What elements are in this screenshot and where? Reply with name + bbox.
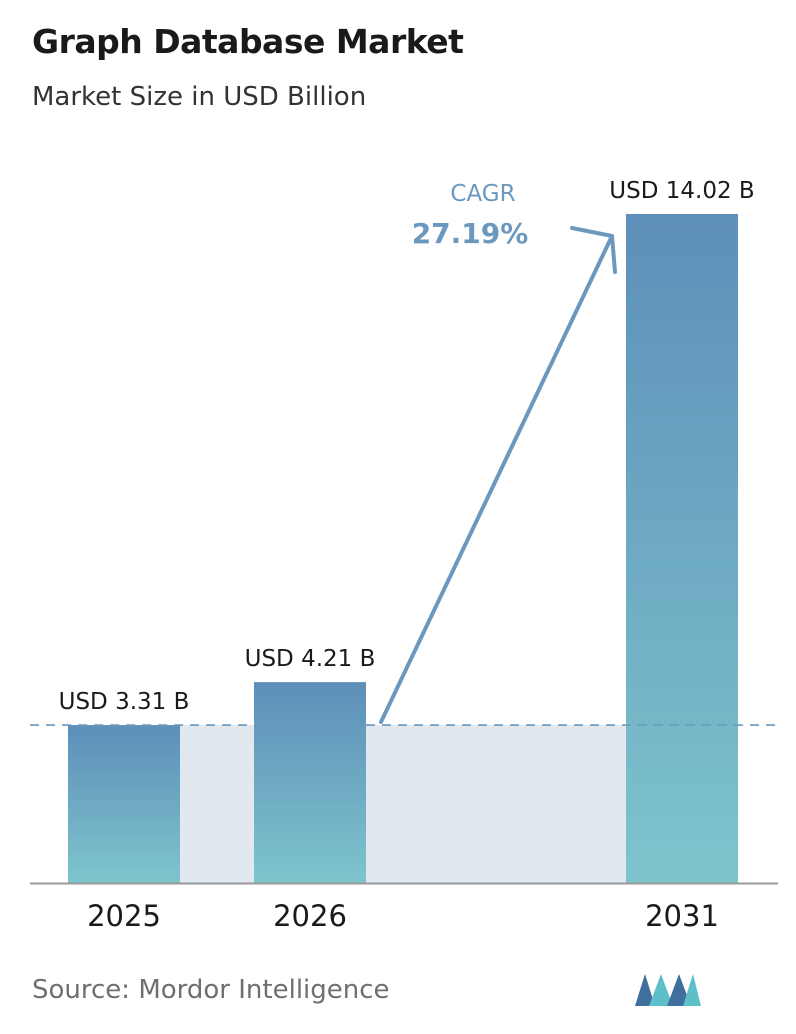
logo-shape-2	[649, 974, 673, 1006]
logo-shape-1	[635, 974, 655, 1006]
logo-shape-4	[683, 974, 701, 1006]
cagr-arrow-head	[570, 226, 617, 274]
cagr-label: CAGR	[450, 181, 515, 207]
data-label-2025: USD 3.31 B	[59, 689, 190, 715]
source-text: Source: Mordor Intelligence	[32, 975, 390, 1005]
bar-chart: USD 3.31 B 2025 USD 4.21 B 2026 USD 14.02 B 2…	[30, 178, 778, 933]
chart-title: Graph Database Market	[32, 22, 464, 61]
band-segment	[180, 725, 254, 883]
tick-label-2026: 2026	[273, 899, 347, 933]
bar-2026	[254, 682, 366, 883]
band-segment	[366, 725, 626, 883]
data-label-2026: USD 4.21 B	[245, 646, 376, 672]
tick-label-2031: 2031	[645, 899, 719, 933]
bar-2025	[68, 725, 180, 883]
logo-shape-3	[667, 974, 691, 1006]
cagr-value: 27.19%	[412, 217, 529, 250]
cagr-arrow-line	[379, 234, 614, 724]
mordor-intelligence-logo	[635, 974, 701, 1006]
data-label-2031: USD 14.02 B	[609, 178, 754, 204]
tick-label-2025: 2025	[87, 899, 161, 933]
chart-subtitle: Market Size in USD Billion	[32, 82, 367, 112]
bar-2031	[626, 214, 738, 883]
